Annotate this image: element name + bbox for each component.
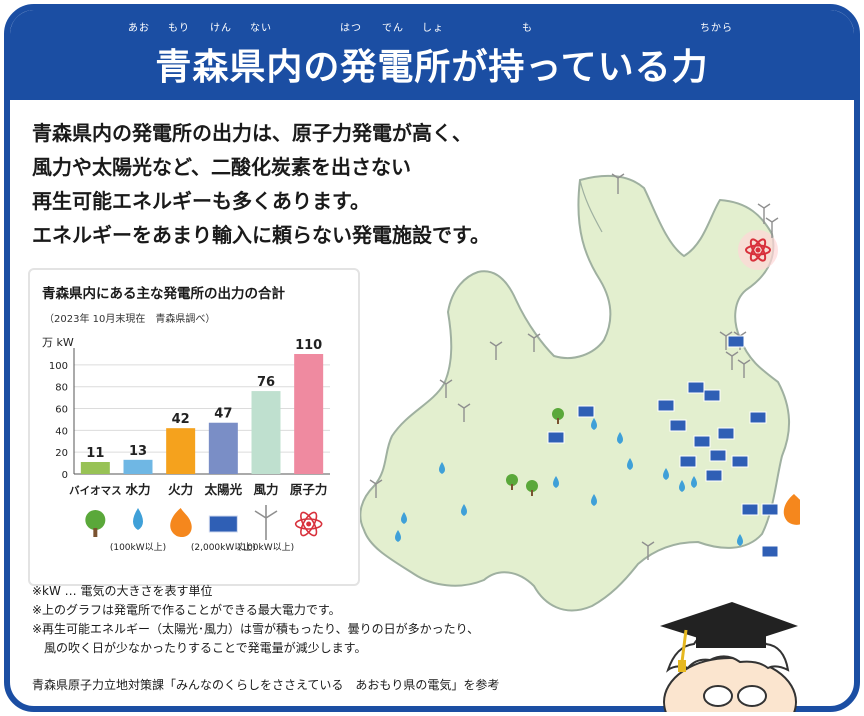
atom-icon: [294, 518, 323, 530]
y-tick-label: 40: [55, 426, 68, 437]
atom-icon: [738, 230, 778, 270]
y-tick-label: 20: [55, 448, 68, 459]
intro-line: 再生可能エネルギーも多くあります。: [32, 189, 370, 213]
x-tick-label: 水力: [125, 482, 150, 497]
fire-icon: [783, 494, 800, 525]
ruby-text: しょ: [422, 23, 444, 34]
tree-icon: [506, 408, 564, 496]
y-tick-label: 80: [55, 383, 68, 394]
data-label: 42: [172, 412, 190, 427]
ruby-text: ちから: [700, 23, 733, 34]
tree-icon: [85, 510, 106, 530]
bar-4: [251, 391, 281, 474]
x-tick-label: 原子力: [290, 482, 328, 497]
map-shape: [359, 174, 791, 612]
chart-title: 青森県内にある主な発電所の出力の合計: [42, 286, 285, 302]
x-tick-label: 火力: [168, 482, 193, 497]
professor-mascot: [660, 602, 798, 712]
note-line: ※上のグラフは発電所で作ることができる最大電力です。: [32, 603, 341, 617]
bar-chart: 万 kW 0 20 40 60 80 100 11 バイオマス 13 水力 (100kW以上) 42 火力…: [42, 336, 330, 553]
wind-turbine-icon: [254, 505, 278, 540]
bar-5: [294, 354, 324, 474]
title-bar: あお もり けん ない はつ でん しょ も ちから 青森県内の発電所が持ってい…: [10, 10, 854, 100]
bar-1: [123, 459, 153, 474]
ruby-text: ない: [250, 23, 272, 34]
atom-icon: [300, 511, 318, 537]
intro-text: 青森県内の発電所の出力は、原子力発電が高く、 風力や太陽光など、二酸化炭素を出さ…: [32, 116, 552, 252]
data-label: 11: [86, 446, 104, 461]
category-annotation: (100kW以上): [238, 542, 294, 553]
data-label: 13: [129, 444, 147, 459]
ruby-text: はつ: [340, 23, 362, 34]
data-label: 76: [257, 375, 275, 390]
note-line: ※再生可能エネルギー（太陽光･風力）は雪が積もったり、曇りの日が多かったり、: [32, 622, 480, 636]
ruby-text: も: [522, 23, 533, 34]
wind-turbine-icon: [369, 173, 779, 560]
ruby-text: けん: [210, 23, 232, 34]
tree-icon: [93, 528, 98, 537]
bar-0: [80, 462, 110, 474]
intro-line: 風力や太陽光など、二酸化炭素を出さない: [32, 155, 411, 179]
x-tick-label: 太陽光: [205, 482, 243, 497]
water-drop-icon: [133, 508, 143, 530]
atom-icon: [300, 511, 318, 537]
y-axis-label: 万 kW: [42, 336, 74, 349]
note-line: ※kW … 電気の大きさを表す単位: [32, 584, 213, 598]
solar-panel-icon: [547, 335, 779, 558]
ruby-text: あお: [128, 23, 150, 34]
page-title: 青森県内の発電所が持っている力: [155, 47, 709, 88]
category-annotation: (2,000kW以上): [191, 542, 256, 553]
category-annotation: (100kW以上): [110, 542, 166, 553]
coast-line: [579, 179, 603, 233]
chart-subtitle: （2023年 10月末現在 青森県調べ）: [44, 314, 216, 325]
data-label: 110: [295, 338, 322, 353]
water-drop-icon: [395, 418, 743, 546]
note-line: 風の吹く日が少なかったりすることで発電量が減少します。: [32, 641, 367, 655]
bar-3: [208, 422, 238, 474]
fire-icon: [170, 508, 192, 538]
x-tick-label: 風力: [253, 482, 278, 497]
bar-2: [166, 428, 196, 474]
ruby-text: もり: [168, 23, 190, 34]
y-tick-label: 0: [62, 470, 68, 481]
intro-line: 青森県内の発電所の出力は、原子力発電が高く、: [32, 121, 472, 145]
intro-line: エネルギーをあまり輸入に頼らない発電施設です。: [32, 223, 490, 247]
atom-icon: [306, 521, 312, 527]
y-tick-label: 60: [55, 405, 68, 416]
source-note: 青森県原子力立地対策課「みんなのくらしをささえている あおもり県の電気」を参考: [32, 678, 500, 692]
data-label: 47: [214, 407, 232, 422]
x-tick-label: バイオマス: [69, 485, 122, 497]
notes: ※kW … 電気の大きさを表す単位 ※上のグラフは発電所で作ることができる最大電…: [32, 582, 592, 658]
ruby-text: でん: [382, 23, 404, 34]
aomori-map: [359, 173, 800, 612]
solar-panel-icon: [208, 515, 238, 533]
y-tick-label: 100: [49, 361, 68, 372]
chart-panel: 青森県内にある主な発電所の出力の合計 （2023年 10月末現在 青森県調べ） …: [28, 268, 360, 586]
